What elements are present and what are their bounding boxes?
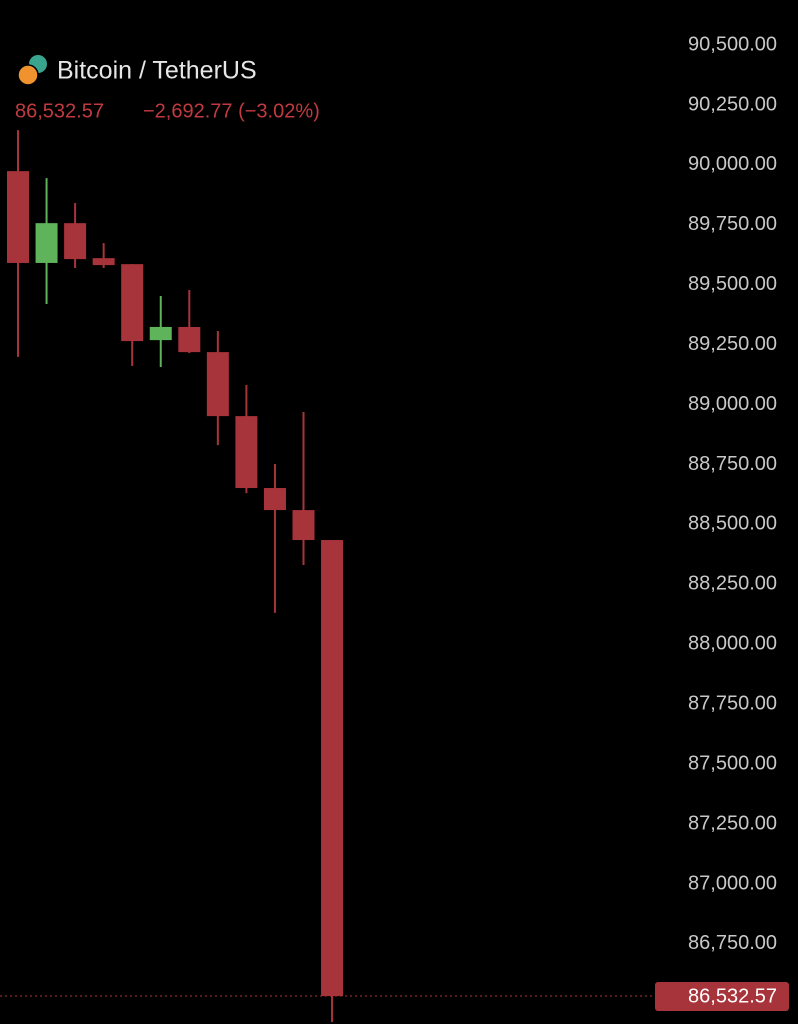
y-tick-label: 90,250.00 [688,93,777,115]
candle-body [92,258,115,266]
y-tick-label: 89,750.00 [688,213,777,235]
y-tick-label: 89,500.00 [688,273,777,295]
y-tick-label: 87,000.00 [688,872,777,894]
candle-body [64,223,87,260]
chart-title: Bitcoin / TetherUS [57,57,257,85]
candle-body [292,510,315,541]
y-tick-label: 90,500.00 [688,33,777,55]
candle-body [235,416,258,489]
last-price-box [655,982,789,1012]
y-tick-label: 88,000.00 [688,633,777,655]
last-price: 86,532.57 [15,100,104,122]
y-tick-label: 89,250.00 [688,333,777,355]
candle-body [321,540,344,997]
y-tick-label: 88,250.00 [688,573,777,595]
price-change: −2,692.77 (−3.02%) [143,100,320,122]
y-tick-label: 87,500.00 [688,752,777,774]
y-tick-label: 87,250.00 [688,812,777,834]
candle-body [149,326,172,341]
candle-body [7,171,29,263]
y-tick-label: 86,750.00 [688,932,777,954]
y-tick-label: 89,000.00 [688,393,777,415]
candle-body [263,488,286,511]
candle-body [35,223,58,263]
last-price-label: 86,532.57 [688,985,777,1007]
y-tick-label: 87,750.00 [688,693,777,715]
bitcoin-icon [17,64,39,86]
symbol-icons [17,55,47,86]
candle-body [121,264,144,342]
candle-body [206,352,229,417]
y-tick-label: 90,000.00 [688,153,777,175]
y-tick-label: 88,500.00 [688,513,777,535]
y-tick-label: 88,750.00 [688,453,777,475]
candle-body [178,326,201,353]
